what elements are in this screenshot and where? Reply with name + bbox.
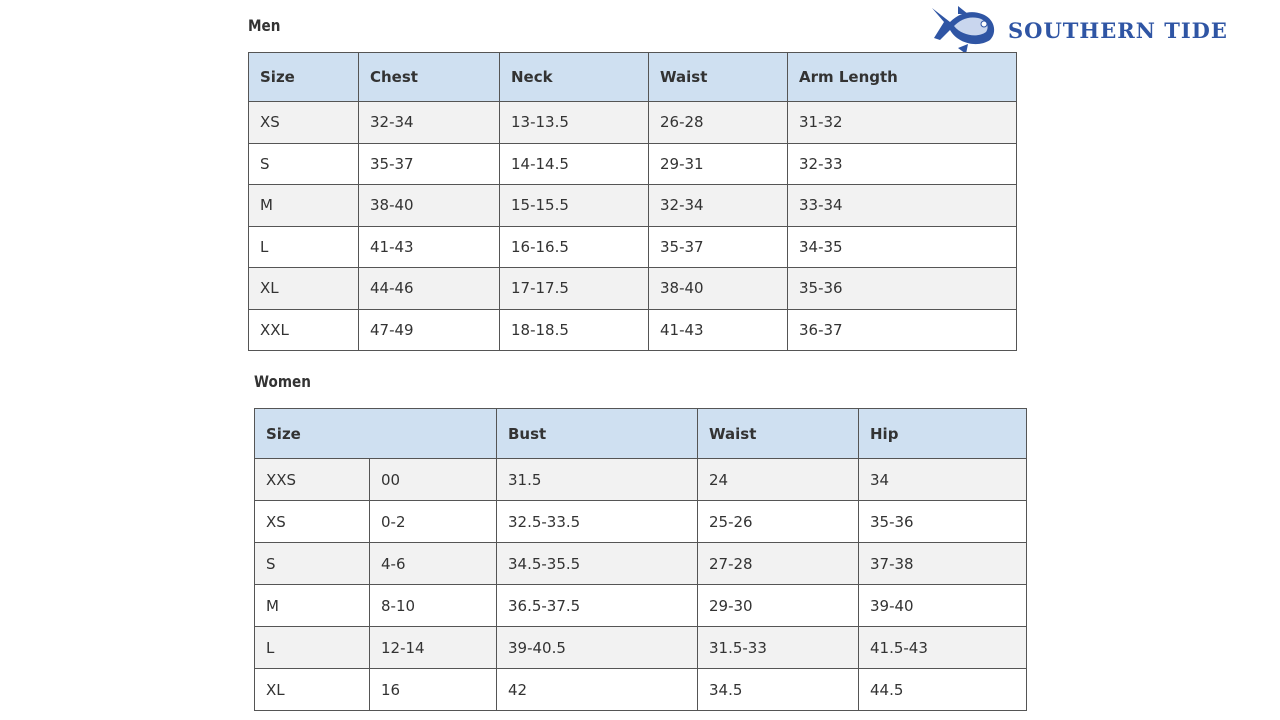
column-header: Arm Length (787, 52, 1017, 102)
table-cell: 47-49 (358, 308, 500, 351)
table-cell: L (254, 626, 370, 669)
column-header: Waist (697, 408, 859, 459)
table-cell: XS (254, 500, 370, 543)
table-cell: 14-14.5 (499, 142, 649, 185)
table-cell: 31.5-33 (697, 626, 859, 669)
table-row: XL 44-46 17-17.5 38-40 35-36 (248, 267, 1017, 310)
table-row: XL 16 42 34.5 44.5 (254, 668, 1027, 711)
column-header: Hip (858, 408, 1027, 459)
table-cell: 12-14 (369, 626, 497, 669)
table-cell: S (248, 142, 359, 185)
men-title: Men (248, 16, 281, 35)
table-cell: 36-37 (787, 308, 1017, 351)
table-cell: 39-40 (858, 584, 1027, 627)
table-cell: 44.5 (858, 668, 1027, 711)
table-row: S 35-37 14-14.5 29-31 32-33 (248, 142, 1017, 185)
table-cell: 34.5 (697, 668, 859, 711)
table-row: S 4-6 34.5-35.5 27-28 37-38 (254, 542, 1027, 585)
table-cell: XXL (248, 308, 359, 351)
table-cell: M (254, 584, 370, 627)
southern-tide-logo: SOUTHERN TIDE (928, 4, 1228, 56)
table-cell: 25-26 (697, 500, 859, 543)
table-cell: 35-36 (858, 500, 1027, 543)
table-cell: 16 (369, 668, 497, 711)
table-row: L 41-43 16-16.5 35-37 34-35 (248, 225, 1017, 268)
table-cell: 18-18.5 (499, 308, 649, 351)
table-cell: 42 (496, 668, 698, 711)
table-cell: 38-40 (648, 267, 788, 310)
table-cell: 37-38 (858, 542, 1027, 585)
column-header: Size (254, 408, 497, 459)
table-cell: 13-13.5 (499, 101, 649, 144)
table-cell: 38-40 (358, 184, 500, 227)
table-cell: 31.5 (496, 458, 698, 501)
table-cell: L (248, 225, 359, 268)
column-header: Bust (496, 408, 698, 459)
table-row: XS 0-2 32.5-33.5 25-26 35-36 (254, 500, 1027, 543)
table-cell: 16-16.5 (499, 225, 649, 268)
table-cell: 26-28 (648, 101, 788, 144)
table-cell: M (248, 184, 359, 227)
table-row: XXS 00 31.5 24 34 (254, 458, 1027, 501)
table-cell: 33-34 (787, 184, 1017, 227)
table-cell: 32-34 (648, 184, 788, 227)
table-cell: 39-40.5 (496, 626, 698, 669)
table-cell: 41-43 (648, 308, 788, 351)
table-cell: 34.5-35.5 (496, 542, 698, 585)
brand-name: SOUTHERN TIDE (1008, 17, 1228, 43)
table-row: M 8-10 36.5-37.5 29-30 39-40 (254, 584, 1027, 627)
table-row: XS 32-34 13-13.5 26-28 31-32 (248, 101, 1017, 144)
table-row: L 12-14 39-40.5 31.5-33 41.5-43 (254, 626, 1027, 669)
table-cell: 00 (369, 458, 497, 501)
table-cell: 35-37 (648, 225, 788, 268)
column-header: Chest (358, 52, 500, 102)
column-header: Size (248, 52, 359, 102)
table-row: M 38-40 15-15.5 32-34 33-34 (248, 184, 1017, 227)
table-cell: XL (254, 668, 370, 711)
table-cell: 32-34 (358, 101, 500, 144)
table-cell: 34-35 (787, 225, 1017, 268)
table-cell: XS (248, 101, 359, 144)
table-cell: 32.5-33.5 (496, 500, 698, 543)
table-cell: 17-17.5 (499, 267, 649, 310)
table-cell: 4-6 (369, 542, 497, 585)
table-cell: 32-33 (787, 142, 1017, 185)
table-cell: XXS (254, 458, 370, 501)
table-cell: 35-37 (358, 142, 500, 185)
table-cell: 24 (697, 458, 859, 501)
table-cell: 0-2 (369, 500, 497, 543)
table-cell: 29-31 (648, 142, 788, 185)
women-size-table: Size Bust Waist Hip XXS 00 31.5 24 34 XS 0-2 32.5-… (254, 408, 1027, 711)
table-row: XXL 47-49 18-18.5 41-43 36-37 (248, 308, 1017, 351)
table-cell: 44-46 (358, 267, 500, 310)
table-cell: 27-28 (697, 542, 859, 585)
table-cell: S (254, 542, 370, 585)
column-header: Neck (499, 52, 649, 102)
table-cell: 41.5-43 (858, 626, 1027, 669)
table-cell: 31-32 (787, 101, 1017, 144)
table-cell: 29-30 (697, 584, 859, 627)
table-cell: 15-15.5 (499, 184, 649, 227)
table-cell: 34 (858, 458, 1027, 501)
table-cell: XL (248, 267, 359, 310)
table-cell: 41-43 (358, 225, 500, 268)
table-cell: 8-10 (369, 584, 497, 627)
column-header: Waist (648, 52, 788, 102)
women-title: Women (254, 372, 311, 391)
table-cell: 36.5-37.5 (496, 584, 698, 627)
men-size-table: Size Chest Neck Waist Arm Length XS 32-34 13-1… (248, 52, 1017, 351)
table-cell: 35-36 (787, 267, 1017, 310)
fish-logo-icon (932, 6, 995, 54)
